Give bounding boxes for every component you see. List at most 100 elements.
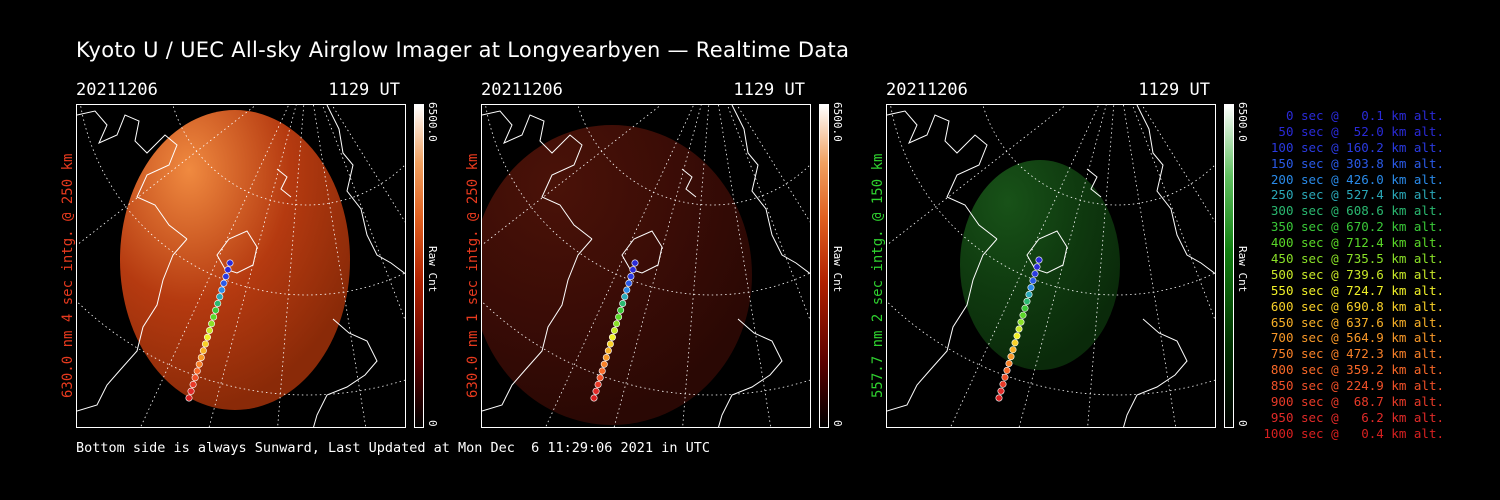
trajectory-point <box>995 394 1003 402</box>
panel2-colorbar <box>819 104 829 428</box>
panel2-cbar-name: Raw Cnt <box>831 246 844 293</box>
legend-row: 1000 sec @ 0.4 km alt. <box>1263 425 1444 441</box>
meridian-line <box>140 105 290 427</box>
legend-row: 650 sec @ 637.6 km alt. <box>1270 314 1444 330</box>
trajectory-point <box>1027 284 1035 292</box>
panel3-cbar-name: Raw Cnt <box>1236 246 1249 293</box>
coastline <box>887 110 998 240</box>
trajectory-point <box>594 380 602 388</box>
panel2-date: 20211206 <box>481 80 563 100</box>
footer-note: Bottom side is always Sunward, Last Upda… <box>76 440 710 456</box>
trajectory-point <box>1003 366 1011 374</box>
trajectory-point <box>206 327 214 335</box>
panel1-time: 1129 UT <box>328 80 400 100</box>
coastline <box>1123 318 1188 427</box>
legend-row: 500 sec @ 739.6 km alt. <box>1270 266 1444 282</box>
trajectory-point <box>627 273 635 281</box>
meridian-line <box>1131 105 1215 321</box>
trajectory-point <box>195 360 203 368</box>
trajectory-point <box>210 313 218 321</box>
coastline <box>77 238 188 412</box>
trajectory-point <box>1021 304 1029 312</box>
legend-row: 450 sec @ 735.5 km alt. <box>1270 251 1444 267</box>
trajectory-point <box>201 340 209 348</box>
legend-row: 0 sec @ 0.1 km alt. <box>1285 108 1444 123</box>
trajectory-point <box>185 394 193 402</box>
trajectory-point <box>997 387 1005 395</box>
trajectory-point <box>1029 277 1037 285</box>
panel3-time: 1129 UT <box>1138 80 1210 100</box>
latitude-circle <box>80 105 405 296</box>
trajectory-point <box>600 360 608 368</box>
panel3-date: 20211206 <box>886 80 968 100</box>
meridian-line <box>887 105 1067 246</box>
panel1-cbar-min: 0 <box>426 420 439 427</box>
trajectory-point <box>623 286 631 294</box>
legend-row: 750 sec @ 472.3 km alt. <box>1270 346 1444 362</box>
panel1-side-label: 630.0 nm 4 sec intg. @ 250 km <box>60 153 76 398</box>
panel3-cbar-min: 0 <box>1236 420 1249 427</box>
latitude-circle <box>887 300 1215 396</box>
panel2-side-label: 630.0 nm 1 sec intg. @ 250 km <box>465 153 481 398</box>
trajectory-point <box>621 293 629 301</box>
panel2-map <box>482 105 810 427</box>
trajectory-point <box>629 266 637 274</box>
meridian-line <box>77 105 257 246</box>
panel2-cbar-min: 0 <box>831 420 844 427</box>
panel1-image <box>76 104 406 428</box>
trajectory-point <box>1011 339 1019 347</box>
trajectory-point <box>1025 291 1033 299</box>
trajectory-point <box>199 347 207 355</box>
trajectory-point <box>1033 263 1041 271</box>
trajectory-point <box>1005 360 1013 368</box>
legend-row: 250 sec @ 527.4 km alt. <box>1270 187 1444 203</box>
trajectory-point <box>1009 346 1017 354</box>
panel3-map <box>887 105 1215 427</box>
coastline <box>77 110 188 240</box>
panel2-image <box>481 104 811 428</box>
legend-row: 150 sec @ 303.8 km alt. <box>1270 155 1444 171</box>
airglow-image <box>120 110 350 410</box>
latitude-circle <box>890 105 1215 296</box>
trajectory-point <box>619 300 627 308</box>
meridian-line <box>1141 105 1215 223</box>
trajectory-point <box>226 259 234 267</box>
trajectory-point <box>613 320 621 328</box>
airglow-image <box>960 160 1120 370</box>
coastline <box>482 110 593 240</box>
coastline <box>681 168 697 198</box>
trajectory-point <box>608 333 616 341</box>
panel3-cbar-max: 6500.0 <box>1236 102 1249 142</box>
latitude-circle <box>77 300 405 396</box>
coastline <box>1086 168 1102 198</box>
trajectory-point <box>212 306 220 314</box>
trajectory-point <box>216 293 224 301</box>
trajectory-point <box>1015 325 1023 333</box>
legend-row: 100 sec @ 160.2 km alt. <box>1270 139 1444 155</box>
meridian-line <box>277 105 305 427</box>
trajectory-point <box>224 266 232 274</box>
trajectory-point <box>615 313 623 321</box>
trajectory-point <box>602 354 610 362</box>
trajectory-point <box>606 340 614 348</box>
coastline <box>276 168 292 198</box>
legend-row: 600 sec @ 690.8 km alt. <box>1270 298 1444 314</box>
panel1-date: 20211206 <box>76 80 158 100</box>
meridian-line <box>950 105 1100 427</box>
legend-row: 700 sec @ 564.9 km alt. <box>1270 330 1444 346</box>
trajectory-point <box>222 273 230 281</box>
coastline <box>887 238 998 412</box>
panel1-cbar-max: 6500.0 <box>426 102 439 142</box>
meridian-line <box>726 105 810 321</box>
meridian-line <box>208 105 297 427</box>
trajectory-point <box>193 367 201 375</box>
airglow-image <box>482 125 752 425</box>
panel1-cbar-name: Raw Cnt <box>426 246 439 293</box>
coastline <box>1136 105 1215 275</box>
legend-row: 350 sec @ 670.2 km alt. <box>1270 219 1444 235</box>
trajectory-point <box>596 374 604 382</box>
trajectory-point <box>1013 332 1021 340</box>
legend-row: 900 sec @ 68.7 km alt. <box>1270 394 1444 410</box>
panel2-time: 1129 UT <box>733 80 805 100</box>
